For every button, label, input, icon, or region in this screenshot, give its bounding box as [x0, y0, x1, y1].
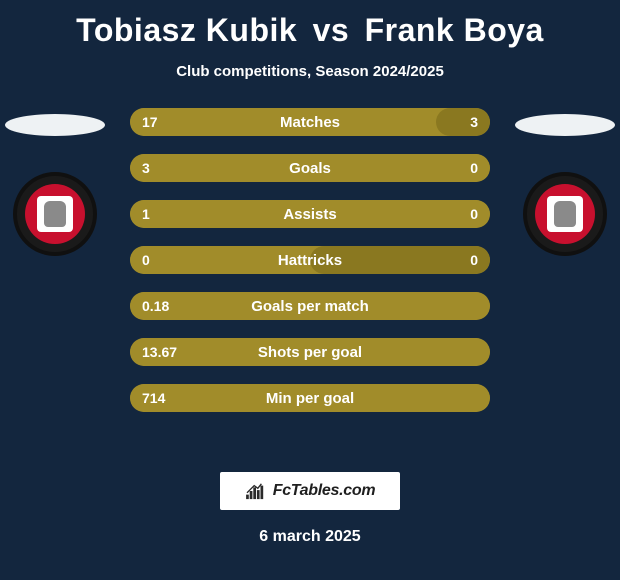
stat-label: Matches — [280, 114, 340, 131]
comparison-title: Tobiasz Kubik vs Frank Boya — [0, 0, 620, 49]
stat-value-left: 714 — [142, 390, 165, 406]
player2-side — [510, 108, 620, 256]
stat-label: Min per goal — [266, 390, 354, 407]
stat-bar: 0 0 Hattricks — [130, 246, 490, 274]
snapshot-date: 6 march 2025 — [0, 528, 620, 546]
club-badge-icon — [554, 201, 576, 227]
stat-bar: 17 3 Matches — [130, 108, 490, 136]
fctables-logo-icon — [245, 482, 267, 500]
stat-value-left: 0.18 — [142, 298, 169, 314]
stat-bar: 714 Min per goal — [130, 384, 490, 412]
player2-club-badge — [523, 172, 607, 256]
fctables-label: FcTables.com — [273, 482, 376, 500]
stat-value-left: 13.67 — [142, 344, 177, 360]
stat-label: Shots per goal — [258, 344, 362, 361]
player2-name: Frank Boya — [365, 12, 544, 48]
stat-label: Hattricks — [278, 252, 342, 269]
stat-value-left: 0 — [142, 252, 150, 268]
stat-bar: 13.67 Shots per goal — [130, 338, 490, 366]
player2-avatar-placeholder — [515, 114, 615, 136]
stat-bar-fill-right — [436, 108, 490, 136]
stat-bars-container: 17 3 Matches 3 0 Goals 1 0 Assists 0 0 Hattricks 0.1… — [130, 108, 490, 412]
stat-value-right: 3 — [470, 114, 478, 130]
stat-value-left: 1 — [142, 206, 150, 222]
stat-value-right: 0 — [470, 206, 478, 222]
player1-name: Tobiasz Kubik — [76, 12, 297, 48]
club-badge-inner — [25, 184, 85, 244]
stat-bar: 3 0 Goals — [130, 154, 490, 182]
stat-label: Assists — [283, 206, 336, 223]
season-subtitle: Club competitions, Season 2024/2025 — [0, 63, 620, 80]
club-badge-inner — [535, 184, 595, 244]
player1-club-badge — [13, 172, 97, 256]
fctables-watermark: FcTables.com — [220, 472, 400, 510]
stat-bar: 1 0 Assists — [130, 200, 490, 228]
vs-separator: vs — [313, 12, 350, 48]
stat-bar: 0.18 Goals per match — [130, 292, 490, 320]
stat-value-right: 0 — [470, 252, 478, 268]
club-badge-icon — [44, 201, 66, 227]
stat-label: Goals — [289, 160, 331, 177]
stat-value-left: 3 — [142, 160, 150, 176]
stat-label: Goals per match — [251, 298, 369, 315]
stat-value-left: 17 — [142, 114, 158, 130]
stat-value-right: 0 — [470, 160, 478, 176]
player1-side — [0, 108, 110, 256]
player1-avatar-placeholder — [5, 114, 105, 136]
comparison-main: 17 3 Matches 3 0 Goals 1 0 Assists 0 0 Hattricks 0.1… — [0, 108, 620, 448]
